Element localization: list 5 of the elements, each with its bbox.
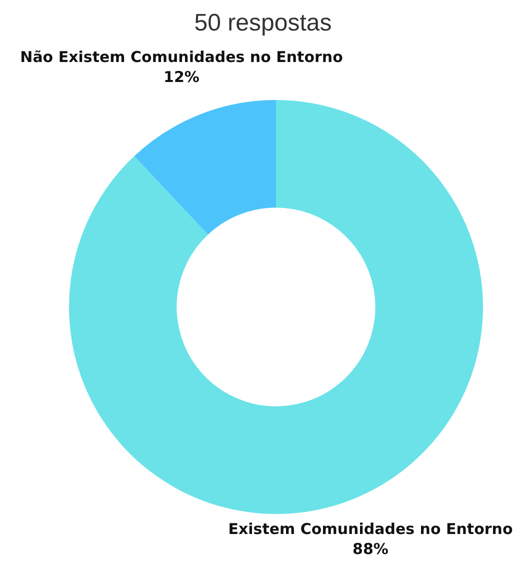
slice-label: Não Existem Comunidades no Entorno — [20, 48, 343, 66]
data-label: 88% — [352, 540, 388, 558]
slice-label: Existem Comunidades no Entorno — [228, 520, 513, 538]
data-label: 12% — [164, 68, 200, 86]
chart-title: 50 respostas — [194, 10, 332, 37]
